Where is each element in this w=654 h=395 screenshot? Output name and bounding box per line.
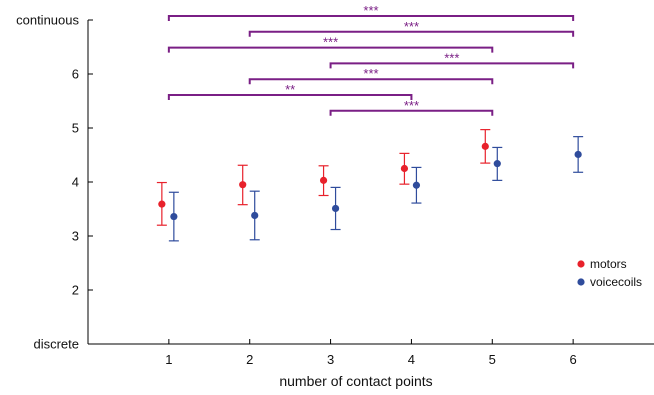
significance-bracket — [329, 62, 575, 69]
significance-label: ** — [285, 82, 295, 97]
data-point — [170, 212, 178, 221]
data-point — [239, 181, 247, 189]
significance-label: *** — [404, 19, 419, 34]
significance-label: *** — [363, 3, 378, 18]
data-point — [493, 160, 501, 168]
legend-marker — [577, 278, 585, 286]
significance-label: *** — [404, 98, 419, 113]
legend-label: voicecoils — [590, 275, 642, 289]
x-tick-label: 3 — [327, 352, 334, 367]
significance-label: *** — [444, 50, 459, 65]
y-tick-label: discrete — [33, 337, 79, 352]
significance-label: *** — [323, 35, 338, 50]
series-motors — [156, 129, 491, 226]
significance-bracket — [248, 78, 494, 85]
y-tick-label: 4 — [72, 175, 79, 190]
legend-marker — [577, 260, 585, 268]
data-point — [158, 200, 166, 208]
data-point — [319, 176, 328, 184]
significance-label: *** — [363, 66, 378, 81]
data-point — [574, 150, 582, 159]
y-tick-label: 3 — [72, 229, 79, 244]
y-tick-label: 6 — [72, 67, 79, 82]
data-point — [331, 204, 340, 213]
significance-bracket — [329, 109, 494, 116]
data-point — [481, 142, 489, 150]
x-tick-label: 6 — [570, 352, 577, 367]
data-marks — [156, 129, 584, 242]
axes: discrete 2 3 4 5 6 continuous 1 2 3 4 5 6 — [16, 13, 654, 367]
legend: motors voicecoils — [577, 257, 642, 289]
x-axis-title: number of contact points — [279, 373, 432, 389]
y-tick-label: 2 — [72, 283, 79, 298]
y-tick-label: continuous — [16, 13, 79, 28]
x-tick-label: 5 — [489, 352, 496, 367]
y-tick-label: 5 — [72, 121, 79, 136]
significance-bracket — [167, 46, 494, 53]
x-tick-label: 4 — [408, 352, 415, 367]
x-tick-label: 1 — [165, 352, 172, 367]
significance-bracket — [167, 15, 575, 21]
data-point — [412, 181, 421, 189]
data-point — [400, 164, 409, 173]
data-point — [251, 211, 259, 220]
significance-bracket — [167, 94, 413, 100]
x-tick-label: 2 — [246, 352, 253, 367]
significance-bracket — [248, 30, 575, 37]
significance-brackets: ******************** — [167, 3, 575, 116]
series-voicecoils — [168, 136, 584, 242]
legend-label: motors — [590, 257, 627, 271]
